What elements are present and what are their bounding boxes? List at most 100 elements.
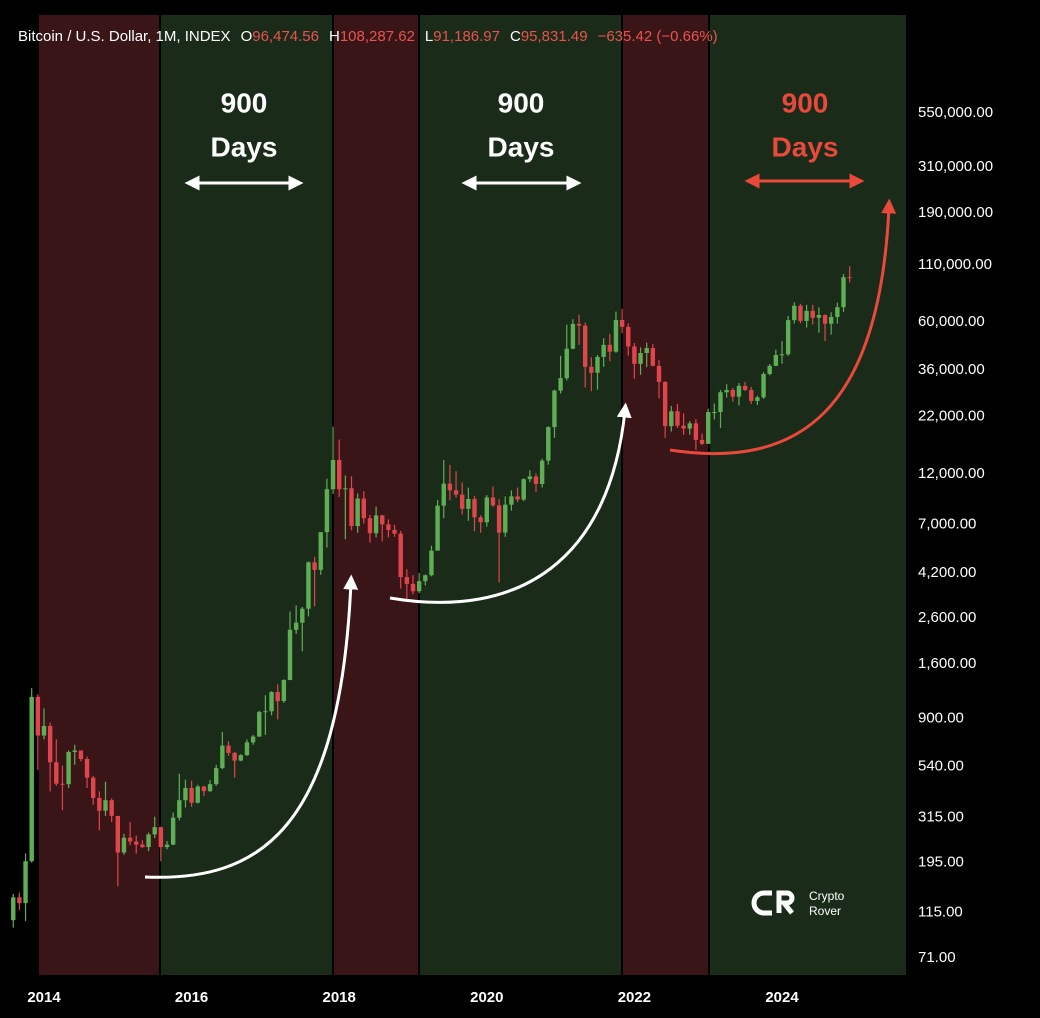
candle-body bbox=[441, 483, 446, 506]
candle-body bbox=[693, 423, 699, 440]
candle-body bbox=[355, 498, 360, 527]
candle-body bbox=[527, 476, 533, 480]
candle-body bbox=[275, 691, 280, 702]
candle-body bbox=[736, 385, 742, 397]
candle-body bbox=[755, 397, 760, 401]
candle-body bbox=[23, 861, 28, 904]
candle-body bbox=[699, 439, 705, 444]
ohlc-label: C bbox=[510, 28, 521, 45]
candle-body bbox=[386, 524, 391, 530]
x-tick-label: 2020 bbox=[470, 989, 503, 1006]
y-tick-label: 12,000.00 bbox=[918, 465, 985, 482]
candle-body bbox=[656, 365, 662, 382]
candle-body bbox=[835, 307, 840, 317]
candle-body bbox=[718, 392, 723, 413]
cycle-bands bbox=[39, 15, 906, 975]
y-tick-label: 190,000.00 bbox=[918, 204, 993, 221]
candle-body bbox=[429, 550, 434, 576]
candles bbox=[11, 266, 852, 928]
candle-body bbox=[669, 411, 674, 427]
y-tick-label: 550,000.00 bbox=[918, 104, 993, 121]
candle-body bbox=[244, 742, 250, 756]
candle-body bbox=[349, 488, 354, 527]
candle-body bbox=[595, 356, 600, 373]
candle-body bbox=[60, 783, 65, 785]
curve-arrow bbox=[669, 198, 897, 455]
candle-body bbox=[533, 476, 539, 484]
logo: Crypto Rover bbox=[751, 889, 845, 918]
bear-band bbox=[39, 15, 159, 975]
annotation: Days bbox=[772, 131, 839, 162]
x-tick-label: 2024 bbox=[765, 989, 799, 1006]
bull-band bbox=[420, 15, 621, 975]
candle-body bbox=[398, 533, 403, 578]
candle-body bbox=[134, 841, 139, 845]
candle-body bbox=[607, 344, 612, 352]
candle-body bbox=[503, 504, 508, 533]
candle-body bbox=[177, 800, 182, 818]
candle-body bbox=[675, 411, 680, 426]
y-tick-label: 315.00 bbox=[918, 808, 964, 825]
candle-body bbox=[613, 319, 619, 352]
candle-body bbox=[281, 680, 287, 702]
candle-body bbox=[589, 366, 594, 373]
y-tick-label: 115.00 bbox=[918, 903, 963, 920]
price-axis: 550,000.00 310,000.00 190,000.00 110,000.00… bbox=[27, 104, 993, 1006]
candle-body bbox=[318, 532, 323, 570]
candle-body bbox=[337, 460, 342, 490]
curve-arrow bbox=[144, 574, 359, 879]
candle-body bbox=[201, 786, 207, 792]
arrows bbox=[144, 173, 897, 879]
candle-body bbox=[773, 354, 779, 366]
candle-body bbox=[220, 745, 225, 769]
bull-band bbox=[161, 15, 332, 975]
candle-body bbox=[453, 490, 459, 495]
candle-body bbox=[84, 758, 90, 778]
candle-body bbox=[263, 711, 268, 713]
candle-body bbox=[521, 479, 526, 500]
candle-body bbox=[466, 498, 471, 509]
candle-body bbox=[392, 529, 397, 534]
candle-body bbox=[158, 827, 164, 848]
candle-body bbox=[11, 897, 16, 921]
candle-body bbox=[638, 352, 643, 364]
candle-body bbox=[583, 325, 588, 367]
candle-body bbox=[804, 310, 809, 321]
candle-body bbox=[792, 305, 797, 321]
candle-body bbox=[558, 378, 563, 391]
candle-body bbox=[619, 319, 625, 327]
candle-body bbox=[546, 427, 551, 461]
candle-body bbox=[306, 562, 311, 609]
y-tick-label: 110,000.00 bbox=[918, 256, 992, 273]
candle-body bbox=[380, 515, 385, 525]
ohlc-value: 95,831.49 bbox=[521, 28, 588, 45]
ohlc-label: H bbox=[329, 28, 340, 45]
candle-body bbox=[509, 496, 514, 505]
candle-body bbox=[484, 497, 489, 523]
ohlc-value: 96,474.56 bbox=[252, 28, 319, 45]
ohlc-value: 91,186.97 bbox=[433, 28, 500, 45]
chart-title: Bitcoin / U.S. Dollar, 1M, INDEX bbox=[18, 28, 231, 45]
candle-body bbox=[472, 498, 477, 518]
candle-body bbox=[367, 518, 373, 534]
candle-body bbox=[662, 381, 668, 427]
candle-body bbox=[761, 373, 766, 398]
candle-body bbox=[650, 348, 656, 366]
candle-body bbox=[404, 577, 410, 584]
candle-body bbox=[78, 750, 84, 759]
candle-body bbox=[330, 460, 336, 490]
candle-body bbox=[515, 496, 520, 500]
candle-body bbox=[810, 310, 815, 318]
candle-body bbox=[115, 815, 120, 853]
candle-body bbox=[164, 844, 170, 848]
candle-body bbox=[361, 498, 366, 519]
annotation: 900 bbox=[221, 87, 268, 118]
candle-body bbox=[183, 788, 188, 801]
candle-body bbox=[847, 277, 852, 279]
candle-body bbox=[226, 745, 231, 753]
candle-body bbox=[54, 762, 59, 784]
candle-body bbox=[324, 489, 330, 533]
y-tick-label: 4,200.00 bbox=[918, 564, 976, 581]
candle-body bbox=[552, 390, 557, 428]
candle-body bbox=[564, 348, 569, 379]
